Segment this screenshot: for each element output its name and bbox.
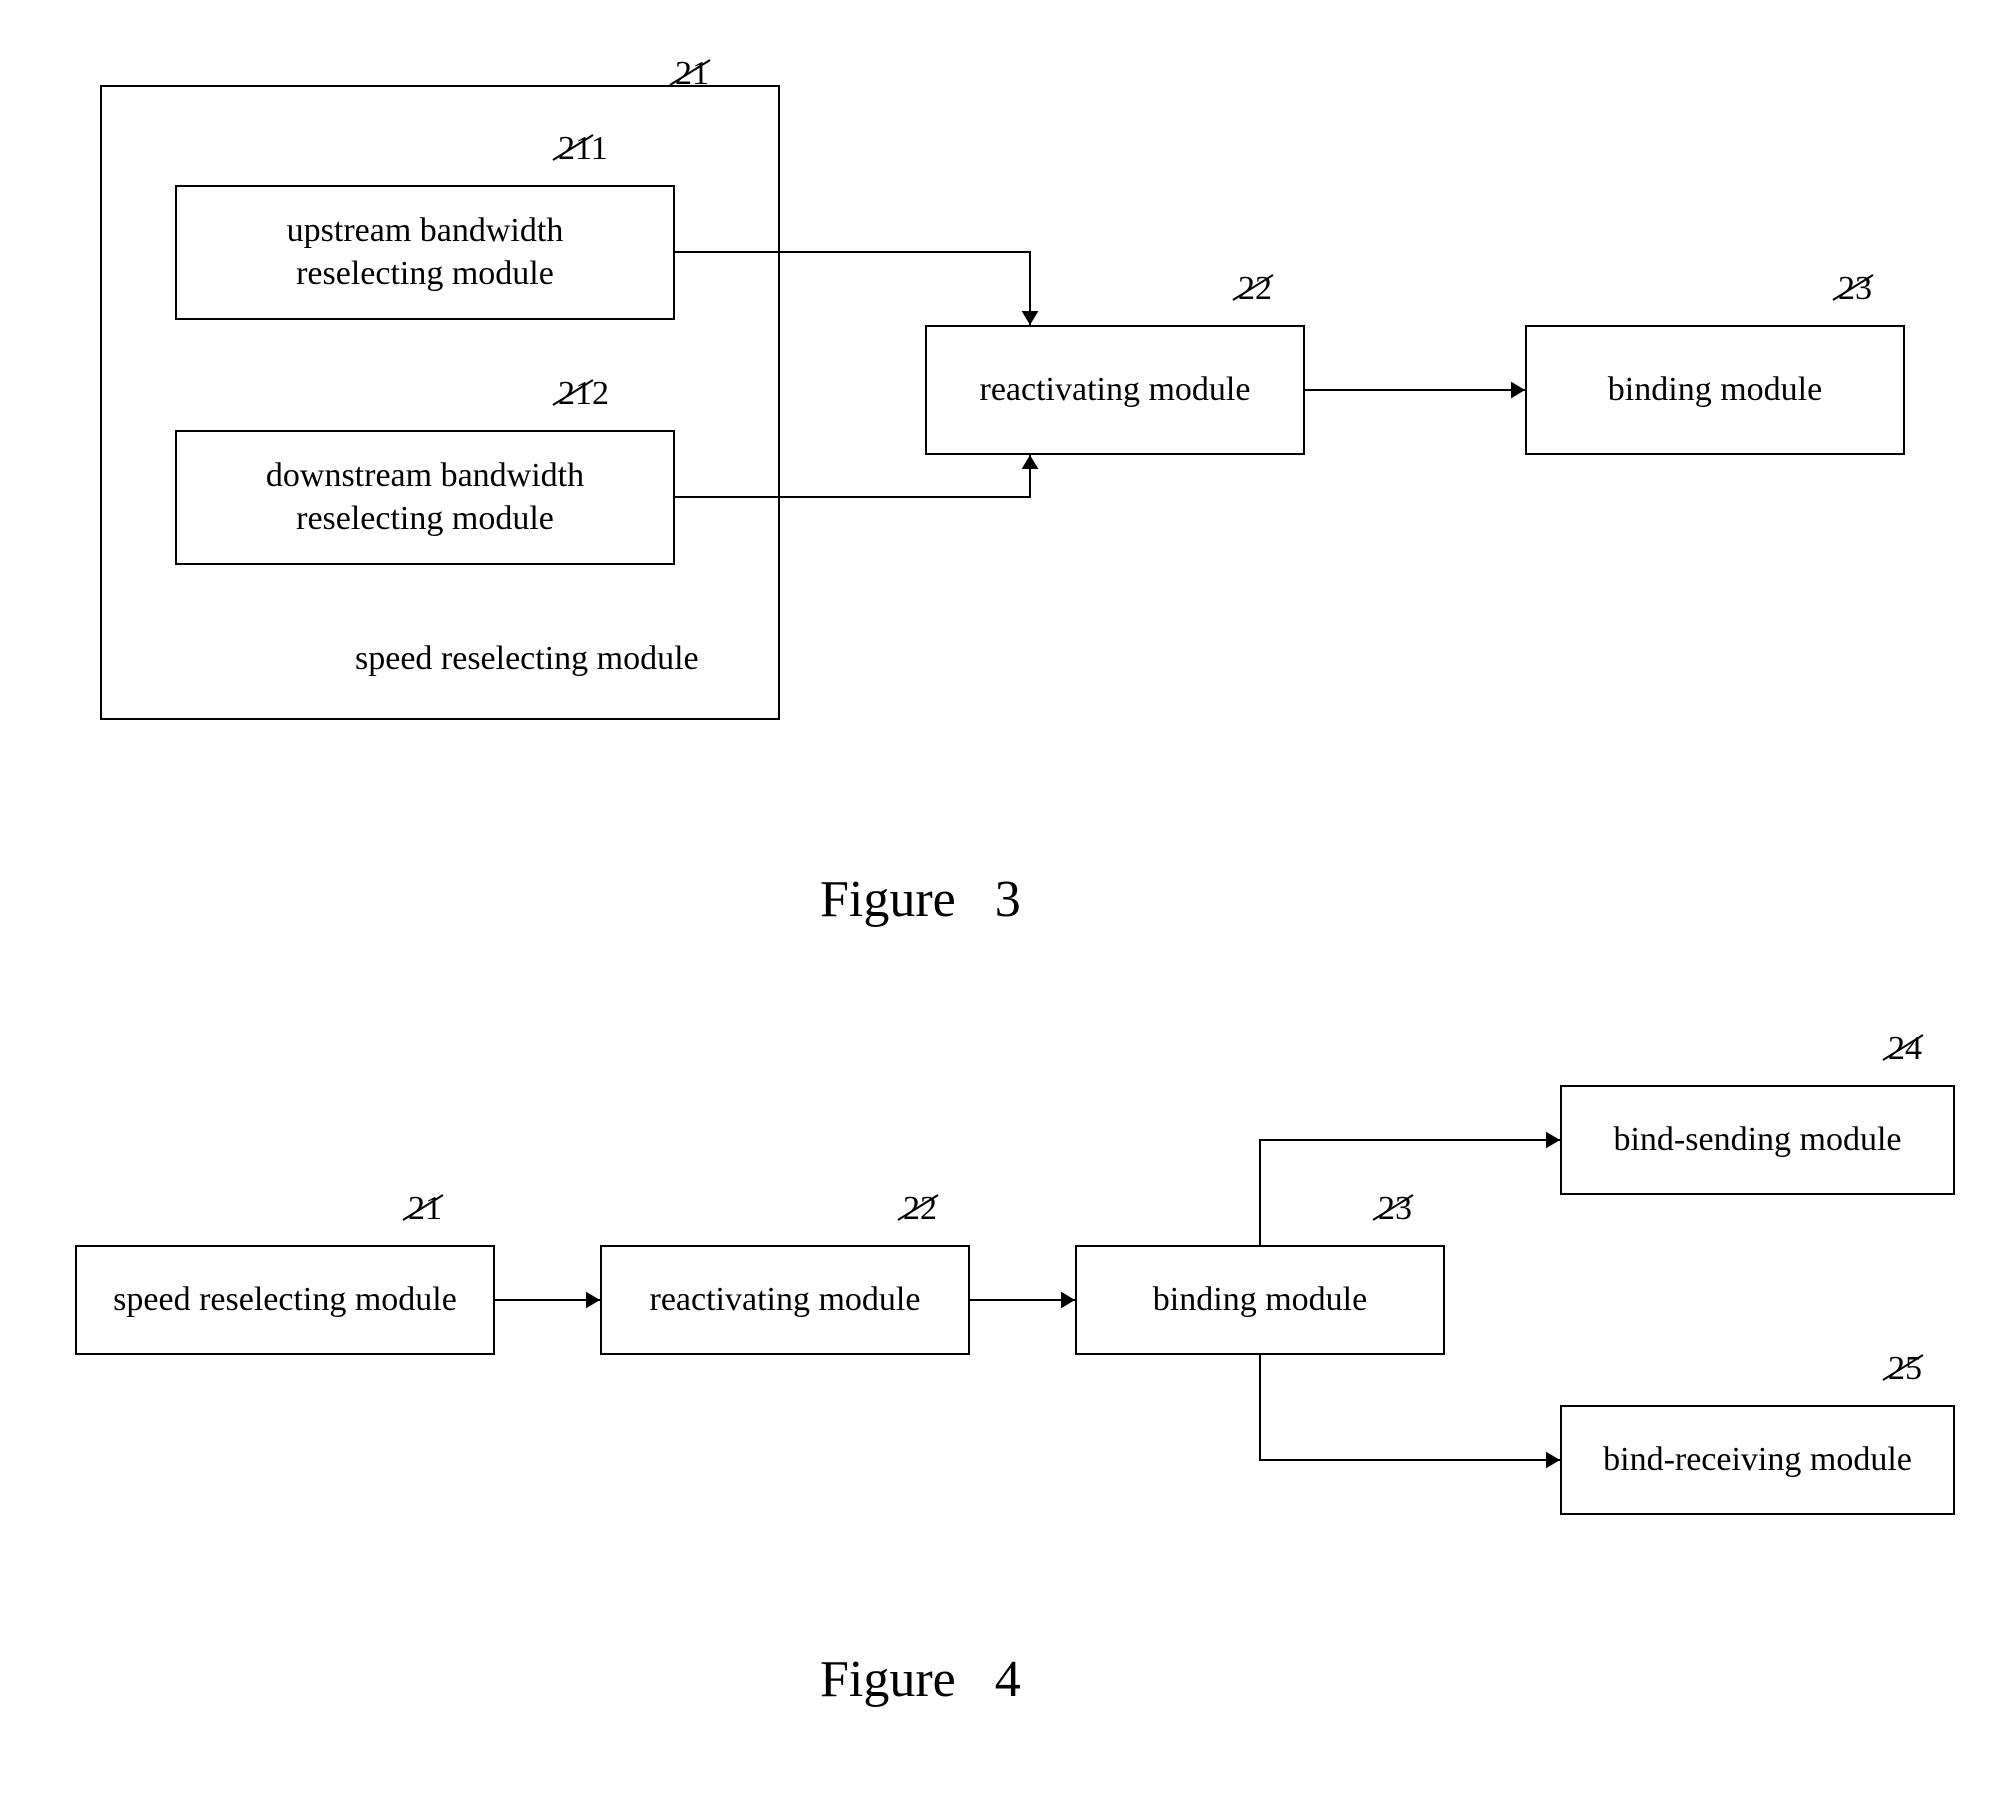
fig4-speed-reselecting-label: speed reselecting module [113,1279,457,1322]
fig4-bind-sending-box: bind-sending module [1560,1085,1955,1195]
fig4-binding-box: binding module [1075,1245,1445,1355]
fig3-binding-label: binding module [1608,369,1822,412]
fig3-reactivating-box: reactivating module [925,325,1305,455]
fig3-ref-22: 22 [1238,270,1272,308]
fig4-ref-22: 22 [903,1190,937,1228]
fig4-ref-24: 24 [1888,1030,1922,1068]
fig4-bind-sending-label: bind-sending module [1613,1119,1901,1162]
fig4-reactivating-label: reactivating module [650,1279,921,1322]
fig3-ref-212: 212 [558,375,609,413]
fig4-bind-receiving-label: bind-receiving module [1603,1439,1912,1482]
fig3-upstream-label: upstream bandwidthreselecting module [287,210,564,295]
fig4-ref-21: 21 [408,1190,442,1228]
fig3-speed-reselecting-container [100,85,780,720]
fig4-reactivating-box: reactivating module [600,1245,970,1355]
fig3-upstream-box: upstream bandwidthreselecting module [175,185,675,320]
fig4-binding-label: binding module [1153,1279,1367,1322]
fig3-reactivating-label: reactivating module [980,369,1251,412]
fig4-speed-reselecting-box: speed reselecting module [75,1245,495,1355]
fig3-ref-23: 23 [1838,270,1872,308]
fig4-caption: Figure 4 [820,1650,1021,1709]
fig4-ref-23: 23 [1378,1190,1412,1228]
fig3-downstream-box: downstream bandwidthreselecting module [175,430,675,565]
fig3-binding-box: binding module [1525,325,1905,455]
fig3-caption: Figure 3 [820,870,1021,929]
fig3-speed-reselecting-label: speed reselecting module [355,640,699,678]
fig3-downstream-label: downstream bandwidthreselecting module [266,455,584,540]
fig4-bind-receiving-box: bind-receiving module [1560,1405,1955,1515]
fig3-ref-21: 21 [675,55,709,93]
fig3-ref-211: 211 [558,130,608,168]
fig4-ref-25: 25 [1888,1350,1922,1388]
